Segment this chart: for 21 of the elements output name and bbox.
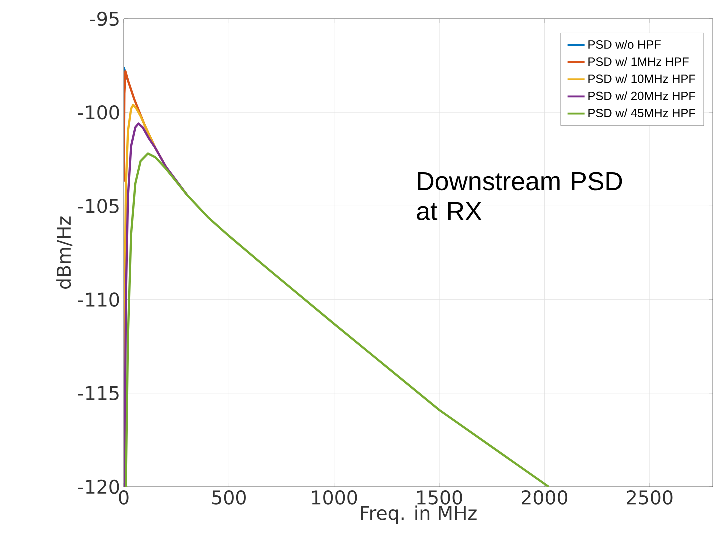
y-tick-label: -120 xyxy=(78,480,120,494)
y-tick-label: -105 xyxy=(78,199,119,214)
legend-label: PSD w/o HPF xyxy=(588,40,661,49)
y-tick-label: -115 xyxy=(78,386,119,400)
y-tick-label: -100 xyxy=(78,105,120,120)
line-series xyxy=(124,122,188,487)
x-tick-label: 0 xyxy=(119,490,129,505)
x-axis-title: Freq. in MHz xyxy=(361,506,477,524)
y-tick-label: -95 xyxy=(90,12,119,26)
x-tick-label: 2500 xyxy=(627,490,673,505)
legend-label: PSD w/ 45MHz HPF xyxy=(588,108,696,118)
legend-label: PSD w/ 10MHz HPF xyxy=(588,74,696,84)
x-tick-label: 1000 xyxy=(312,490,358,505)
annotation: Downstream PSD at RX xyxy=(417,172,622,221)
x-tick-label: 2000 xyxy=(522,490,568,505)
y-tick-label: -110 xyxy=(78,292,120,307)
x-tick-label: 500 xyxy=(212,490,246,505)
legend-label: PSD w/ 1MHz HPF xyxy=(588,57,689,66)
y-axis-title: dBm/Hz xyxy=(56,216,73,289)
x-tick-label: 1500 xyxy=(418,490,462,505)
legend-label: PSD w/ 20MHz HPF xyxy=(588,92,696,100)
